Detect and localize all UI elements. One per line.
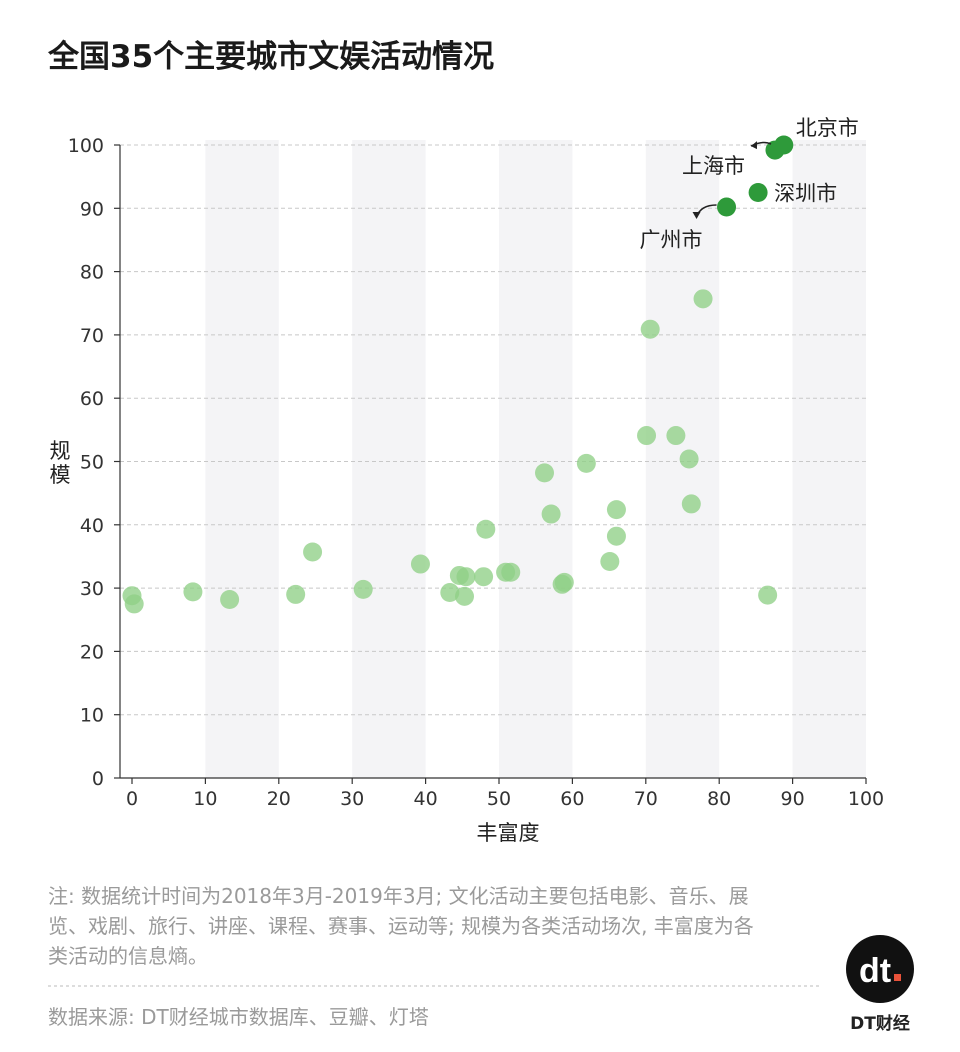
y-axis-label: 规模 [50, 439, 71, 487]
data-point [637, 426, 657, 446]
data-point [535, 463, 555, 483]
data-point [286, 584, 306, 604]
x-tick-label: 80 [707, 788, 731, 810]
city-label: 深圳市 [774, 181, 837, 205]
highlight-point [765, 140, 785, 160]
arrow-head-icon [692, 212, 701, 220]
y-tick-label: 90 [80, 198, 104, 220]
data-point [600, 552, 620, 572]
data-point [476, 519, 496, 539]
y-tick-label: 20 [80, 641, 104, 663]
data-point [410, 554, 430, 574]
data-point [474, 567, 494, 587]
highlight-point [717, 197, 737, 217]
data-point [124, 594, 144, 614]
y-tick-label: 40 [80, 515, 104, 537]
grid-band [792, 140, 866, 778]
arrow-head-icon [750, 141, 757, 150]
data-point [183, 582, 203, 602]
city-label: 北京市 [796, 116, 859, 140]
data-point [440, 583, 460, 603]
x-tick-label: 100 [848, 788, 884, 810]
brand-logo: dt DT财经 [846, 935, 914, 1034]
city-label: 上海市 [682, 154, 745, 178]
data-point [681, 494, 701, 514]
x-tick-label: 50 [487, 788, 511, 810]
data-point [456, 567, 476, 587]
scatter-points [122, 289, 778, 614]
x-tick-label: 0 [126, 788, 138, 810]
y-tick-label: 0 [92, 768, 104, 790]
y-tick-label: 60 [80, 388, 104, 410]
data-point [576, 453, 596, 473]
highlight-point [748, 182, 768, 202]
logo-text: DT财经 [850, 1013, 910, 1034]
data-point [353, 579, 373, 599]
y-tick-label: 80 [80, 262, 104, 284]
data-source: 数据来源: DT财经城市数据库、豆瓣、灯塔 [48, 1005, 429, 1029]
logo-mark-icon [846, 935, 914, 1003]
data-point [220, 589, 240, 609]
y-tick-labels: 0 10 20 30 40 50 60 70 80 90 100 [68, 135, 104, 790]
y-tick-label: 100 [68, 135, 104, 157]
data-point [541, 504, 561, 524]
x-tick-label: 10 [193, 788, 217, 810]
x-tick-label: 90 [781, 788, 805, 810]
note-line-2: 览、戏剧、旅行、讲座、课程、赛事、运动等; 规模为各类活动场次, 丰富度为各 [48, 914, 754, 938]
logo-mark-text: dt [859, 952, 891, 990]
y-tick-label: 50 [80, 452, 104, 474]
data-point [303, 542, 323, 562]
x-axis-label: 丰富度 [477, 821, 540, 845]
vertical-bands [205, 140, 866, 778]
x-tick-label: 40 [414, 788, 438, 810]
x-tick-label: 30 [340, 788, 364, 810]
x-tick-labels: 0 10 20 30 40 50 60 70 80 90 100 [126, 788, 884, 810]
y-axis-label-char: 规 [50, 439, 71, 463]
axes [114, 144, 867, 784]
grid-band [205, 140, 279, 778]
grid-band [499, 140, 573, 778]
data-point [606, 500, 626, 520]
y-tick-label: 10 [80, 705, 104, 727]
data-point [606, 526, 626, 546]
y-tick-label: 30 [80, 578, 104, 600]
chart-note: 注: 数据统计时间为2018年3月-2019年3月; 文化活动主要包括电影、音乐… [48, 884, 754, 968]
y-tick-label: 70 [80, 325, 104, 347]
y-axis-label-char: 模 [50, 463, 71, 487]
grid-band [352, 140, 426, 778]
data-point [666, 426, 686, 446]
x-tick-label: 60 [560, 788, 584, 810]
highlighted-points [717, 135, 794, 217]
note-line-3: 类活动的信息熵。 [48, 944, 208, 968]
note-line-1: 注: 数据统计时间为2018年3月-2019年3月; 文化活动主要包括电影、音乐… [48, 884, 749, 908]
x-tick-label: 70 [634, 788, 658, 810]
city-label: 广州市 [640, 228, 703, 252]
logo-dot-icon [894, 974, 901, 981]
data-point [758, 585, 778, 605]
data-point [693, 289, 713, 309]
data-point [455, 586, 475, 606]
data-point [554, 572, 574, 592]
chart-title: 全国35个主要城市文娱活动情况 [47, 39, 494, 75]
x-tick-label: 20 [267, 788, 291, 810]
data-point [679, 449, 699, 469]
data-point [640, 319, 660, 339]
data-point [501, 562, 521, 582]
